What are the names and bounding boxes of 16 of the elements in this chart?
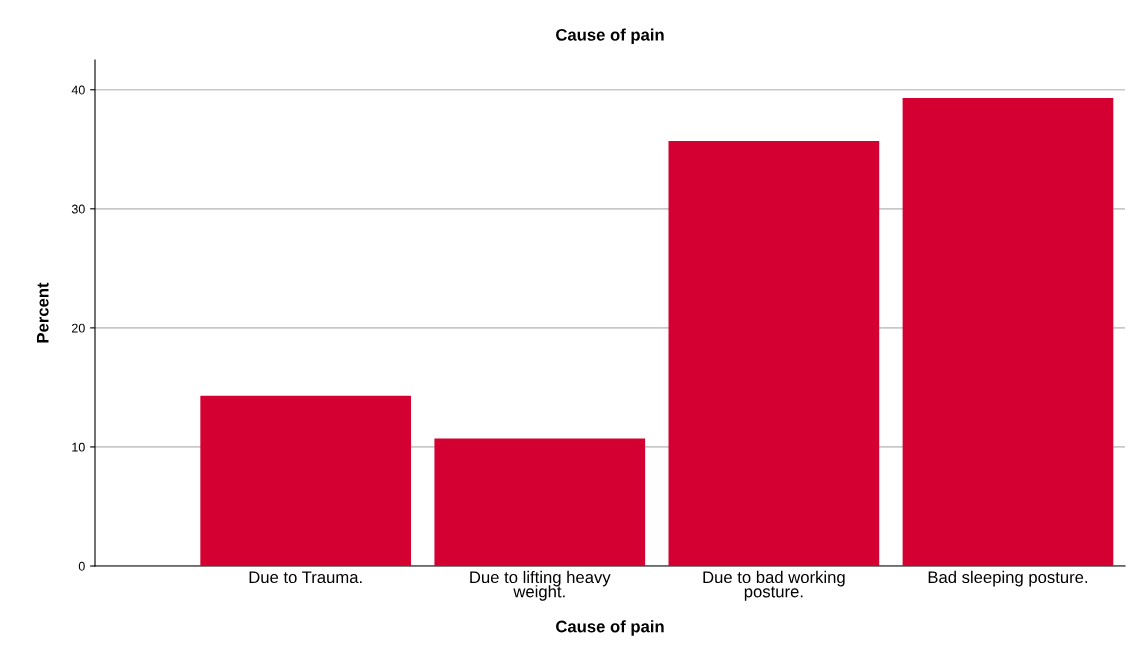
y-tick-label: 0 [78,561,85,571]
x-tick-label: Due to Trauma. [249,571,362,584]
x-tick-label: Bad sleeping posture. [928,570,1088,587]
x-tick-label: Due to lifting heavy weight. [470,570,611,601]
bar [434,438,646,566]
x-axis-title: Cause of pain [556,620,664,636]
bar [902,98,1114,566]
y-tick-label: 20 [72,323,85,333]
y-axis-title: Percent [37,282,49,343]
y-tick-label: 30 [71,204,85,214]
x-tick-label: Due to bad working posture. [703,570,845,601]
chart-title: Cause of pain [556,28,664,45]
bar [200,395,412,566]
y-tick-label: 40 [71,85,85,95]
bar [668,140,880,566]
y-tick-label: 10 [72,442,85,452]
